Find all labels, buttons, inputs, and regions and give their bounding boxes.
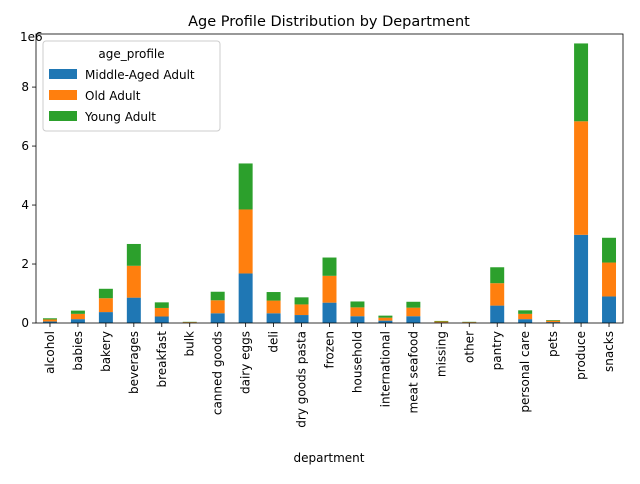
- bar-1-9: [295, 304, 309, 315]
- x-tick-label: bakery: [99, 331, 113, 372]
- bar-2-3: [127, 244, 141, 266]
- y-tick-label: 2: [21, 257, 29, 271]
- bar-2-8: [267, 292, 281, 301]
- x-tick-label: personal care: [518, 331, 532, 413]
- bar-2-2: [99, 289, 113, 298]
- x-tick-label: breakfast: [155, 331, 169, 388]
- legend-label: Old Adult: [85, 89, 141, 103]
- bar-0-20: [602, 296, 616, 323]
- bar-0-17: [518, 319, 532, 323]
- x-tick-label: babies: [71, 331, 85, 371]
- x-tick-label: international: [378, 331, 392, 407]
- bar-2-12: [378, 316, 392, 318]
- legend-swatch: [49, 69, 77, 79]
- legend: age_profile Middle-Aged Adult Old Adult You…: [43, 41, 220, 131]
- bar-0-10: [323, 303, 337, 323]
- bar-1-11: [350, 307, 364, 316]
- legend-label: Young Adult: [84, 110, 156, 124]
- x-tick-label: canned goods: [211, 331, 225, 415]
- y-tick-label: 8: [21, 80, 29, 94]
- bar-1-12: [378, 318, 392, 321]
- bar-1-2: [99, 298, 113, 312]
- bar-0-11: [350, 316, 364, 323]
- x-tick-label: frozen: [323, 331, 337, 369]
- bar-1-16: [490, 283, 504, 305]
- x-tick-label: household: [350, 331, 364, 393]
- bar-2-6: [211, 292, 225, 301]
- x-tick-label: pantry: [490, 331, 504, 370]
- bar-2-7: [239, 163, 253, 209]
- bar-2-20: [602, 238, 616, 263]
- y-tick-label: 4: [21, 198, 29, 212]
- x-tick-label: other: [462, 331, 476, 363]
- bar-1-10: [323, 276, 337, 303]
- bar-1-13: [406, 308, 420, 317]
- x-tick-label: missing: [434, 331, 448, 377]
- bar-0-7: [239, 273, 253, 323]
- bar-2-0: [43, 318, 57, 319]
- bar-1-1: [71, 314, 85, 319]
- x-tick-label: deli: [267, 331, 281, 353]
- bar-1-4: [155, 308, 169, 317]
- bar-2-4: [155, 302, 169, 308]
- bar-1-0: [43, 319, 57, 321]
- bar-1-7: [239, 209, 253, 273]
- x-tick-label: snacks: [602, 331, 616, 372]
- legend-swatch: [49, 111, 77, 121]
- bar-1-8: [267, 301, 281, 314]
- bar-0-2: [99, 312, 113, 323]
- bar-2-19: [574, 43, 588, 121]
- x-tick-label: pets: [546, 331, 560, 357]
- bar-2-13: [406, 302, 420, 308]
- x-tick-label: meat seafood: [406, 331, 420, 413]
- x-tick-label: dairy eggs: [239, 331, 253, 394]
- legend-title: age_profile: [98, 47, 164, 61]
- x-tick-label: dry goods pasta: [295, 331, 309, 428]
- y-tick-label: 6: [21, 139, 29, 153]
- bar-0-8: [267, 313, 281, 323]
- bar-0-6: [211, 313, 225, 323]
- legend-label: Middle-Aged Adult: [85, 68, 195, 82]
- bar-0-1: [71, 319, 85, 323]
- x-axis-label: department: [294, 451, 365, 465]
- bar-2-11: [350, 301, 364, 307]
- bar-0-9: [295, 315, 309, 323]
- bar-2-1: [71, 311, 85, 314]
- bar-1-17: [518, 314, 532, 319]
- x-tick-label: produce: [574, 331, 588, 380]
- bar-0-4: [155, 317, 169, 323]
- bar-0-13: [406, 316, 420, 323]
- y-offset-label: 1e6: [20, 30, 43, 44]
- x-tick-label: alcohol: [43, 331, 57, 374]
- bar-0-16: [490, 306, 504, 323]
- bar-1-20: [602, 263, 616, 297]
- bar-0-3: [127, 298, 141, 323]
- legend-swatch: [49, 90, 77, 100]
- bar-2-18: [546, 320, 560, 321]
- bar-1-3: [127, 266, 141, 298]
- bar-2-17: [518, 310, 532, 314]
- y-tick-label: 0: [21, 316, 29, 330]
- x-tick-label: bulk: [183, 331, 197, 357]
- bar-1-14: [434, 322, 448, 323]
- bar-1-18: [546, 321, 560, 322]
- bar-0-19: [574, 235, 588, 323]
- bar-2-10: [323, 258, 337, 276]
- bar-1-19: [574, 121, 588, 235]
- bar-2-9: [295, 297, 309, 304]
- bar-2-14: [434, 321, 448, 322]
- bar-2-16: [490, 267, 504, 283]
- chart-title: Age Profile Distribution by Department: [188, 14, 470, 30]
- x-tick-label: beverages: [127, 331, 141, 394]
- bar-1-6: [211, 300, 225, 313]
